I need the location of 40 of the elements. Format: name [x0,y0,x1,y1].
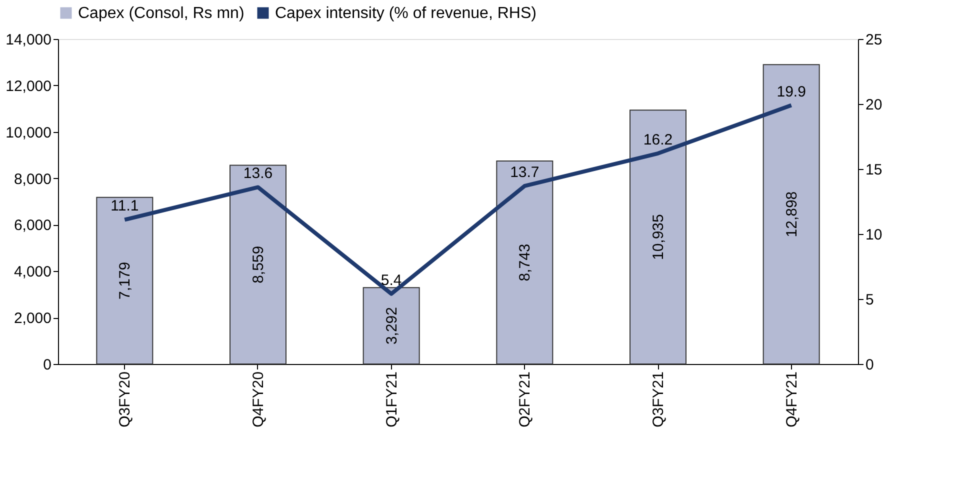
y-tick-label: 12,000 [6,78,52,95]
bar [230,164,286,364]
y2-tick-label: 0 [866,356,874,374]
x-tick-label: Q1FY21 [383,372,400,428]
legend-label: Capex (Consol, Rs mn) [78,5,244,22]
y-tick-label: 6,000 [14,217,52,234]
data-label: 10,935 [650,214,667,260]
bar [496,160,554,364]
data-label: 7,179 [116,262,134,300]
data-label: 12,898 [783,191,800,238]
data-label: 11.1 [110,198,139,215]
data-label: 8,743 [516,244,534,282]
x-tick-label: Q4FY21 [783,372,800,428]
y2-tick-label: 10 [866,226,882,244]
y-tick-label: 14,000 [6,32,52,48]
bar [762,64,820,364]
y2-tick-label: 15 [866,162,882,178]
y-tick-label: 2,000 [14,310,52,328]
legend-label: Capex intensity (% of revenue, RHS) [275,5,536,22]
y-tick-label: 0 [43,356,52,374]
data-label: 5.4 [380,272,402,289]
y2-tick-label: 5 [866,292,874,308]
bar [362,287,420,364]
y-tick-label: 4,000 [14,264,52,281]
y2-tick-label: 20 [866,96,882,114]
y2-tick-label: 25 [866,32,882,48]
x-tick-label: Q3FY20 [116,372,134,428]
data-label: 16.2 [643,131,673,148]
x-tick-label: Q4FY20 [250,372,267,428]
y-tick-label: 10,000 [6,124,52,142]
data-label: 8,559 [250,246,267,284]
data-label: 19.9 [776,83,806,100]
data-label: 13.6 [243,165,273,182]
data-label: 3,292 [383,307,400,345]
x-tick-label: Q2FY21 [516,372,534,428]
bar [96,196,154,364]
data-label: 13.7 [510,164,540,181]
bar [630,110,686,364]
x-tick-label: Q3FY21 [650,372,667,428]
y-tick-label: 8,000 [14,170,52,188]
